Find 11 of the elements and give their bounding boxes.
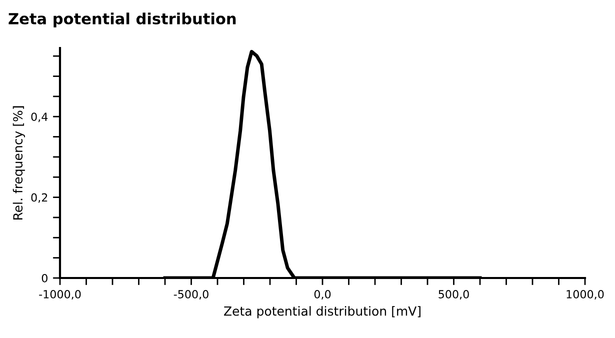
x-axis-title: Zeta potential distribution [mV]: [224, 306, 420, 318]
x-tick-label: 500,0: [438, 290, 469, 300]
x-tick-label: 0,0: [314, 290, 331, 300]
chart-title: Zeta potential distribution: [8, 12, 236, 28]
y-tick-label: 0,4: [31, 112, 48, 122]
x-tick-label: -1000,0: [39, 290, 81, 300]
x-tick-label: -500,0: [174, 290, 208, 300]
y-tick-label: 0,2: [31, 193, 48, 203]
y-axis-title: Rel. frequency [%]: [12, 106, 25, 220]
x-tick-label: 1000,0: [566, 290, 604, 300]
y-tick-label: 0: [42, 274, 48, 282]
